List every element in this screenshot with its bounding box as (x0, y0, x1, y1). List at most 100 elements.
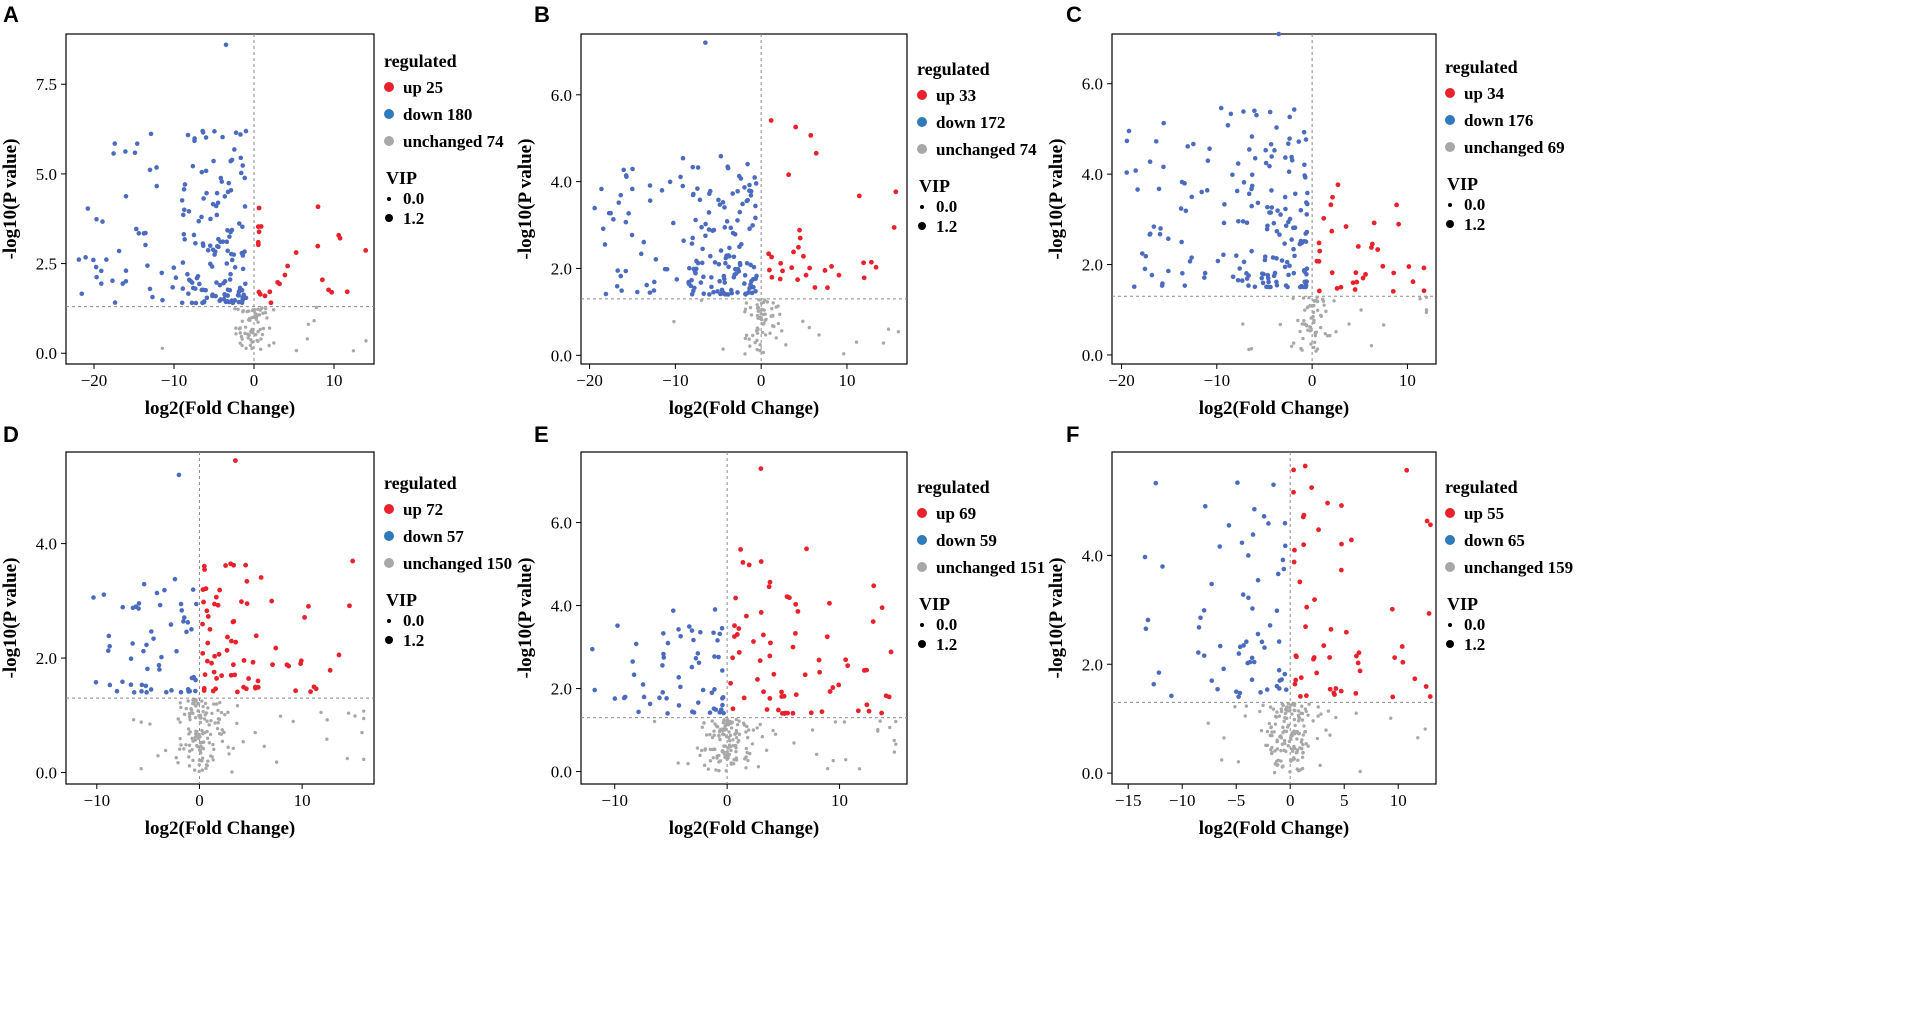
point-down (1249, 655, 1255, 661)
point-unchanged (1347, 322, 1351, 326)
y-axis-label: -log10(P value) (515, 139, 536, 260)
point-down (1160, 564, 1165, 569)
point-down (1236, 218, 1241, 224)
point-unchanged (188, 717, 192, 722)
point-down (676, 627, 681, 632)
point-down (709, 284, 714, 290)
point-down (599, 186, 604, 192)
point-down (1145, 617, 1151, 623)
legend-vip-low-label: 0.0 (936, 197, 957, 216)
point-unchanged (1281, 730, 1285, 735)
legend-vip-large-marker (918, 222, 926, 230)
point-unchanged (193, 738, 198, 742)
point-up (1328, 202, 1334, 208)
point-unchanged (1284, 729, 1289, 734)
point-down (227, 277, 233, 282)
legend-vip-title: VIP (919, 594, 950, 614)
point-up (205, 614, 211, 619)
point-down (1260, 280, 1266, 286)
point-down (614, 283, 620, 289)
point-up (1391, 270, 1397, 276)
point-down (1283, 155, 1288, 160)
point-down (79, 291, 85, 297)
x-tick-label: 10 (326, 371, 343, 390)
point-up (1406, 264, 1412, 269)
point-unchanged (345, 756, 350, 761)
point-down (1276, 31, 1282, 37)
point-down (237, 221, 242, 226)
legend-vip-high-label: 1.2 (403, 631, 424, 650)
point-unchanged (200, 746, 205, 750)
point-up (212, 601, 217, 607)
point-down (1302, 162, 1307, 168)
point-up (225, 634, 230, 640)
legend-up-marker (917, 508, 927, 518)
point-down (112, 141, 118, 146)
point-down (1304, 212, 1310, 217)
point-down (94, 216, 99, 222)
point-unchanged (1381, 323, 1386, 327)
panel-letter: D (3, 422, 19, 447)
point-unchanged (744, 301, 749, 305)
point-unchanged (768, 331, 772, 335)
point-down (722, 280, 728, 285)
point-down (1270, 255, 1276, 260)
point-down (1142, 554, 1148, 560)
point-unchanged (731, 738, 735, 742)
point-unchanged (770, 306, 774, 311)
point-unchanged (757, 298, 761, 302)
point-unchanged (188, 730, 192, 734)
point-down (689, 291, 695, 297)
point-unchanged (160, 346, 165, 350)
point-down (1291, 107, 1297, 112)
point-up (228, 638, 234, 644)
point-down (208, 216, 213, 222)
legend-vip-high-label: 1.2 (1464, 215, 1485, 234)
point-down (85, 206, 91, 211)
point-down (592, 687, 597, 693)
point-unchanged (892, 738, 896, 743)
point-down (608, 210, 613, 216)
point-down (199, 214, 204, 220)
point-unchanged (833, 720, 838, 724)
point-down (1151, 681, 1157, 687)
point-up (1327, 686, 1333, 692)
point-down (1272, 148, 1277, 153)
point-up (344, 289, 350, 295)
point-unchanged (723, 724, 727, 729)
point-down (1179, 239, 1184, 245)
legend-unchanged-label: unchanged 74 (936, 140, 1037, 159)
point-down (630, 659, 635, 664)
point-unchanged (708, 759, 713, 763)
point-down (1189, 255, 1194, 260)
point-down (742, 281, 747, 286)
point-down (1302, 269, 1307, 274)
point-unchanged (1293, 723, 1297, 728)
point-down (735, 266, 741, 272)
point-up (230, 662, 236, 668)
point-down (706, 210, 712, 215)
point-down (678, 633, 683, 639)
point-unchanged (760, 330, 765, 335)
point-down (1230, 172, 1235, 178)
point-down (136, 231, 142, 236)
point-unchanged (190, 736, 194, 741)
legend-vip-small-marker (1448, 623, 1452, 627)
point-down (1161, 164, 1166, 170)
point-down (193, 240, 198, 246)
point-up (738, 547, 743, 552)
point-down (1160, 281, 1165, 286)
point-down (1157, 231, 1163, 237)
point-down (211, 158, 216, 164)
legend-unchanged-label: unchanged 69 (1464, 138, 1565, 157)
point-down (692, 285, 697, 291)
point-unchanged (1268, 705, 1273, 709)
point-down (1221, 252, 1226, 258)
point-down (1276, 667, 1282, 673)
point-down (1207, 146, 1212, 152)
y-tick-label: 4.0 (1082, 546, 1103, 565)
legend-up-label: up 55 (1464, 504, 1504, 523)
point-unchanged (219, 732, 224, 736)
point-down (615, 623, 620, 628)
